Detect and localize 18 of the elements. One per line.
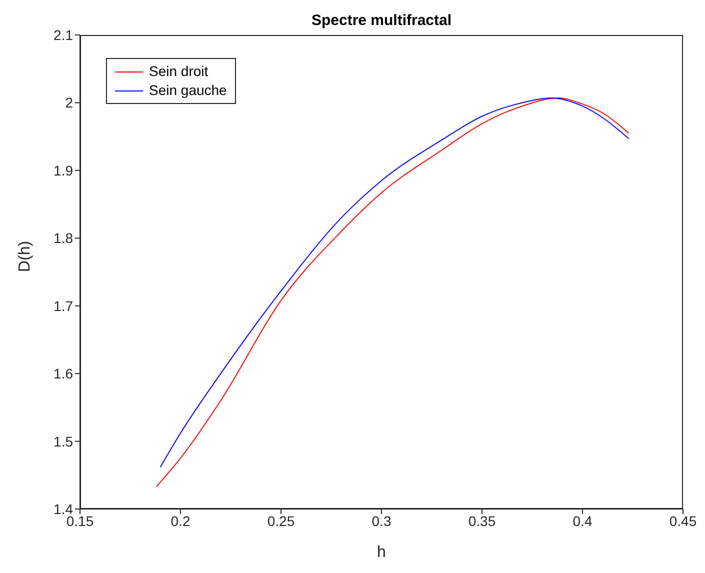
y-tick-label: 2.1 <box>54 26 74 43</box>
x-tick-label: 0.2 <box>170 512 190 529</box>
x-tick-label: 0.45 <box>669 512 697 529</box>
y-tick-label: 1.9 <box>54 162 74 178</box>
y-tick-label: 2 <box>65 94 74 111</box>
chart-title: Spectre multifractal <box>310 12 453 29</box>
legend-label: Sein droit <box>149 62 208 81</box>
x-tick-label: 0.4 <box>572 512 592 529</box>
x-tick-label: 0.25 <box>267 512 295 529</box>
x-axis-title: h <box>377 544 386 561</box>
y-axis-title: D(h) <box>16 240 34 272</box>
y-tick-label: 1.8 <box>54 230 74 246</box>
legend-label: Sein gauche <box>149 81 227 100</box>
y-tick-label: 1.6 <box>54 366 74 382</box>
x-tick-label: 0.35 <box>468 512 496 529</box>
x-tick-label: 0.3 <box>372 512 392 529</box>
y-tick-label: 1.5 <box>54 433 74 450</box>
y-tick-label: 1.7 <box>54 298 74 314</box>
